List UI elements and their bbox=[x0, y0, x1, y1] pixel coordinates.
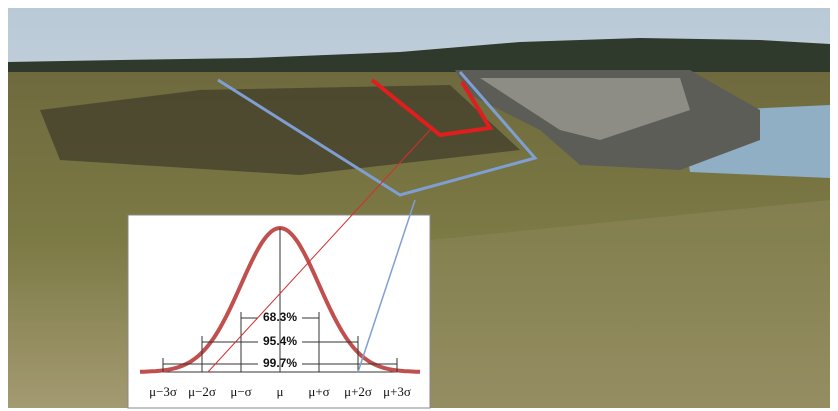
axis-label: μ+3σ bbox=[383, 384, 411, 399]
screenshot: 68.3%95.4%99.7%μ−3σμ−2σμ−σμμ+σμ+2σμ+3σ bbox=[0, 0, 838, 411]
axis-label: μ+σ bbox=[308, 384, 329, 399]
axis-label: μ−3σ bbox=[149, 384, 177, 399]
axis-label: μ−σ bbox=[230, 384, 251, 399]
axis-label: μ−2σ bbox=[188, 384, 216, 399]
axis-label: μ+2σ bbox=[344, 384, 372, 399]
axis-label: μ bbox=[277, 384, 284, 399]
